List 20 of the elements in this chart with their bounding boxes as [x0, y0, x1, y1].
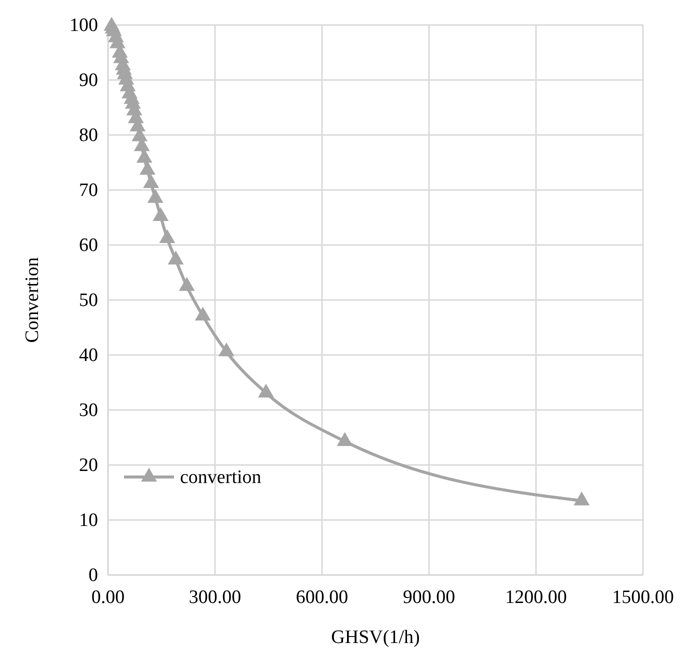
x-tick-label: 900.00 [402, 587, 456, 608]
y-tick-label: 100 [70, 15, 98, 36]
y-tick-label: 20 [79, 455, 98, 476]
y-tick-label: 30 [79, 400, 98, 421]
x-tick-label: 0.00 [91, 587, 125, 608]
y-tick-label: 70 [79, 180, 98, 201]
y-tick-label: 10 [79, 510, 98, 531]
y-tick-label: 0 [88, 565, 98, 586]
x-tick-label: 600.00 [296, 587, 348, 608]
x-tick-label: 1500.00 [612, 587, 674, 608]
y-tick-label: 90 [79, 70, 98, 91]
y-axis-title: Convertion [22, 256, 43, 343]
x-axis-title: GHSV(1/h) [331, 627, 420, 648]
x-tick-label: 1200.00 [505, 587, 567, 608]
x-tick-label: 300.00 [188, 587, 242, 608]
y-tick-label: 60 [79, 235, 98, 256]
y-tick-label: 50 [79, 290, 98, 311]
legend-label: convertion [180, 467, 262, 488]
y-tick-label: 40 [79, 345, 98, 366]
y-tick-label: 80 [79, 125, 98, 146]
